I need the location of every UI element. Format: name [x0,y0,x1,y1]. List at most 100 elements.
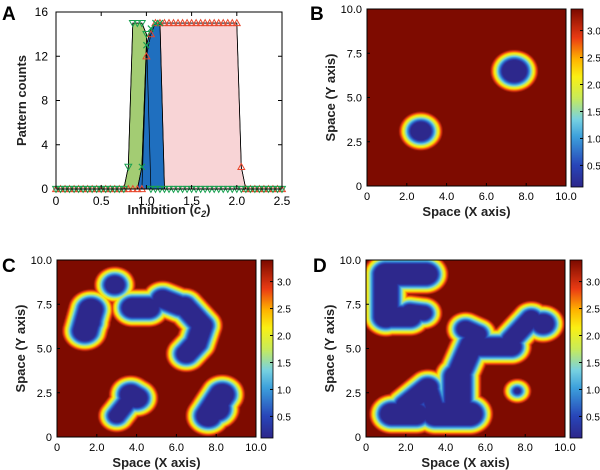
x-axis-label: Space (X axis) [112,455,200,470]
x-axis-label: Inhibition (c2) [127,202,210,219]
y-tick-label: 7.5 [346,299,361,311]
x-tick-label: 10.0 [555,191,576,203]
marker-stripes [142,51,151,60]
panel-c: C 3.0 2.5 2.0 1.5 1.0 0.5 0 2.0 4.0 6.0 8.0 10.0 0 2.5… [2,255,291,470]
colorbar [570,260,582,438]
colorbar-tick-label: 1.5 [586,358,600,369]
y-tick-label: 0 [355,432,361,444]
x-tick-label: 2.0 [228,194,245,208]
marker-stripes [173,18,183,27]
y-tick-label: 0 [41,182,48,196]
panel-b: B 3.0 2.5 2.0 1.5 1.0 0.5 0 2.0 4.0 6.0 8.0 10.0 0 2.5… [310,4,600,219]
colorbar-tick-label: 0.5 [586,412,600,423]
y-tick-label: 10.0 [31,255,52,267]
colorbar-tick-label: 1.0 [277,385,291,396]
y-tick-label: 16 [35,5,49,19]
x-tick-label: 0 [363,442,369,454]
x-tick-label: 2.0 [89,442,104,454]
x-tick-label: 6.0 [478,442,493,454]
colorbar-tick-label: 3.0 [586,278,600,289]
marker-stripes [155,18,165,27]
x-tick-label: 0 [364,191,370,203]
marker-stripes [191,18,201,27]
y-tick-label: 2.5 [346,388,361,400]
colorbar-tick-label: 0.5 [277,412,291,423]
x-tick-label: 2.5 [274,194,291,208]
panel-letter: B [310,4,324,25]
x-axis-label: Space (X axis) [421,455,509,470]
colorbar-tick-label: 3.0 [587,27,600,38]
heatmap-field [366,260,565,437]
marker-mixed [147,25,155,33]
heatmap-field [367,9,566,186]
x-axis-label-close: ) [206,202,210,217]
x-axis-label: Space (X axis) [422,204,510,219]
heatmap-field [57,260,256,437]
y-tick-label: 0 [46,432,52,444]
marker-stripes [232,18,242,27]
y-tick-label: 5.0 [346,344,361,356]
marker-stripes [209,18,219,27]
x-axis-label-var: c [194,202,202,217]
y-tick-label: 2.5 [347,137,362,149]
marker-spots [128,19,138,28]
colorbar-frame [569,259,583,439]
marker-stripes [151,18,160,27]
y-tick-label: 7.5 [37,299,52,311]
x-tick-label: 0 [54,442,60,454]
panel-letter-a: A [2,4,16,25]
marker-spots [133,19,142,28]
x-tick-label: 6.0 [169,442,184,454]
marker-stripes [146,29,156,38]
colorbar-tick-label: 2.0 [587,81,600,92]
colorbar-tick-label: 1.0 [587,134,600,145]
marker-stripes [196,18,205,27]
colorbar-frame [570,8,584,188]
x-tick-label: 4.0 [129,442,144,454]
panel-a: A 0 0.5 1.0 1.5 2.0 2.5 0 4 8 12 16 Inhibition (c2) P… [2,4,291,219]
x-axis-label-sub: 2 [200,209,206,219]
x-tick-label: 4.0 [439,191,454,203]
colorbar-tick-label: 1.0 [586,385,600,396]
x-tick-label: 8.0 [518,442,533,454]
y-tick-label: 0 [356,181,362,193]
marker-stripes [182,18,192,27]
x-tick-label: 8.0 [209,442,224,454]
y-axis-label: Space (Y axis) [323,54,338,142]
colorbar-tick-label: 1.5 [587,107,600,118]
marker-stripes [218,18,228,27]
colorbar-frame [260,259,274,439]
x-tick-label: 10.0 [245,442,266,454]
colorbar-tick-label: 3.0 [277,278,291,289]
x-tick-label: 1.5 [183,194,200,208]
y-axis-label: Pattern counts [14,55,29,146]
marker-stripes [169,18,178,27]
marker-spots [137,19,147,28]
marker-mixed [156,19,164,27]
y-tick-label: 8 [41,94,48,108]
marker-stripes [228,18,237,27]
colorbar-tick-label: 2.0 [277,332,291,343]
marker-spots [142,31,151,39]
marker-stripes [205,18,214,27]
marker-stripes [160,18,169,27]
x-tick-label: 8.0 [519,191,534,203]
x-tick-label: 4.0 [438,442,453,454]
colorbar-tick-label: 2.5 [277,305,291,316]
colorbar-tick-label: 0.5 [587,161,600,172]
y-tick-label: 5.0 [37,344,52,356]
x-tick-label: 1.0 [138,194,155,208]
colorbar-tick-label: 2.5 [586,305,600,316]
marker-stripes [223,18,233,27]
marker-mixed [142,41,150,49]
marker-mixed [138,163,146,171]
x-tick-label: 0 [53,194,60,208]
colorbar [261,260,273,438]
y-tick-label: 10.0 [340,255,361,267]
colorbar [571,9,583,187]
x-tick-label: 2.0 [398,442,413,454]
x-axis-label-text: Inhibition ( [127,202,194,217]
marker-stripes [164,18,174,27]
y-tick-label: 7.5 [347,48,362,60]
